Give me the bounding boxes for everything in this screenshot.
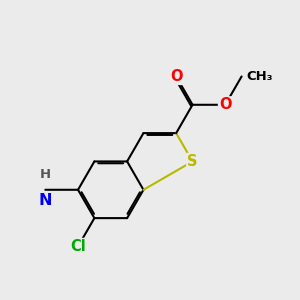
Text: Cl: Cl bbox=[70, 239, 86, 254]
Text: N: N bbox=[39, 193, 52, 208]
Text: O: O bbox=[170, 69, 182, 84]
Text: S: S bbox=[187, 154, 198, 169]
Text: O: O bbox=[219, 97, 232, 112]
Text: CH₃: CH₃ bbox=[247, 70, 273, 83]
Text: H: H bbox=[40, 168, 51, 181]
